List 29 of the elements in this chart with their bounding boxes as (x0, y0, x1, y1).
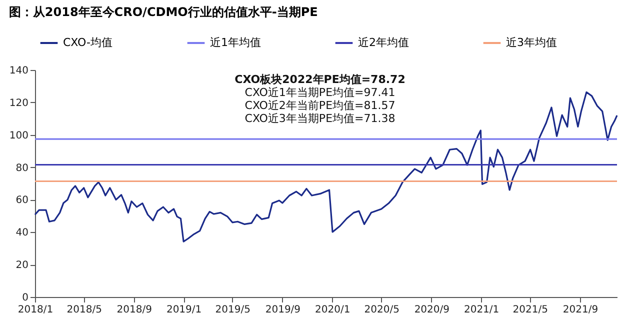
legend-label: 近1年均值 (210, 36, 261, 49)
legend-label: 近2年均值 (358, 36, 409, 49)
annotation: CXO近1年当期PE均值=97.41 (244, 86, 396, 99)
legend-label: CXO-均值 (63, 36, 112, 49)
x-tick-label: 2019/5 (215, 304, 250, 316)
y-tick-label: 20 (16, 260, 28, 272)
annotation: CXO近2年当前PE均值=81.57 (244, 99, 396, 112)
y-tick-label: 60 (16, 195, 28, 206)
x-tick-label: 2020/9 (414, 304, 450, 316)
x-tick-label: 2021/5 (512, 304, 548, 316)
annotation: CXO板块2022年PE均值=78.72 (234, 73, 406, 86)
x-tick-label: 2021/1 (464, 304, 500, 316)
legend-label: 近3年均值 (506, 36, 557, 49)
x-tick-label: 2018/5 (66, 304, 102, 316)
y-tick-label: 80 (16, 162, 28, 174)
y-tick-label: 0 (22, 292, 28, 304)
x-tick-label: 2019/9 (265, 304, 301, 316)
x-tick-label: 2019/1 (166, 304, 202, 316)
x-tick-label: 2020/1 (315, 304, 350, 316)
x-tick-label: 2018/1 (18, 304, 54, 316)
x-tick-label: 2021/9 (562, 304, 598, 316)
x-tick-label: 2018/9 (116, 304, 152, 316)
y-tick-label: 100 (9, 130, 28, 142)
chart-title: 图：从2018年至今CRO/CDMO行业的估值水平-当期PE (8, 5, 318, 19)
y-tick-label: 140 (9, 66, 28, 76)
y-tick-label: 120 (9, 98, 28, 109)
x-tick-label: 2020/5 (364, 304, 400, 316)
y-tick-label: 40 (16, 228, 28, 239)
annotation: CXO近3年当期PE均值=71.38 (244, 112, 396, 125)
